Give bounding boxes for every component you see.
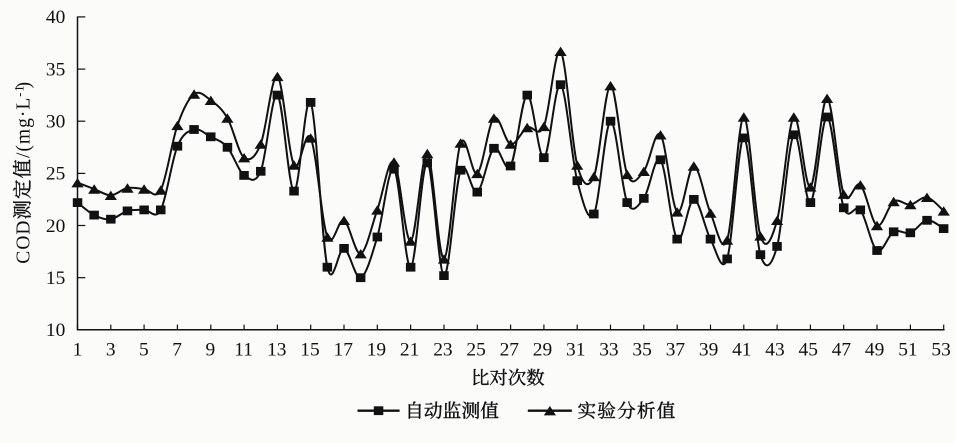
svg-text:30: 30 (46, 112, 65, 133)
svg-text:): ) (13, 81, 34, 89)
svg-text:11: 11 (234, 340, 253, 361)
svg-text:27: 27 (500, 340, 520, 361)
svg-text:1: 1 (73, 340, 83, 361)
svg-text:35: 35 (632, 340, 651, 361)
svg-text:15: 15 (46, 268, 65, 289)
svg-text:47: 47 (832, 340, 852, 361)
svg-text:20: 20 (46, 216, 65, 237)
svg-text:9: 9 (206, 340, 216, 361)
svg-text:51: 51 (898, 340, 917, 361)
svg-text:25: 25 (466, 340, 485, 361)
svg-text:45: 45 (799, 340, 818, 361)
svg-text:40: 40 (46, 7, 65, 28)
svg-text:10: 10 (46, 320, 65, 341)
svg-text:29: 29 (533, 340, 552, 361)
svg-text:23: 23 (433, 340, 452, 361)
svg-text:-1: -1 (12, 85, 26, 97)
svg-text:/(mg·L: /(mg·L (13, 97, 34, 158)
svg-text:37: 37 (666, 340, 686, 361)
svg-text:5: 5 (139, 340, 149, 361)
svg-text:43: 43 (765, 340, 784, 361)
svg-text:COD: COD (13, 220, 34, 264)
svg-text:7: 7 (172, 340, 182, 361)
svg-text:35: 35 (46, 59, 65, 80)
svg-text:17: 17 (334, 340, 354, 361)
svg-text:15: 15 (300, 340, 319, 361)
svg-text:3: 3 (106, 340, 116, 361)
svg-text:53: 53 (931, 340, 950, 361)
svg-text:25: 25 (46, 164, 65, 185)
svg-text:41: 41 (732, 340, 751, 361)
svg-text:31: 31 (566, 340, 585, 361)
svg-text:21: 21 (400, 340, 419, 361)
svg-text:19: 19 (367, 340, 386, 361)
svg-text:33: 33 (599, 340, 618, 361)
svg-text:49: 49 (865, 340, 884, 361)
svg-text:39: 39 (699, 340, 718, 361)
svg-text:13: 13 (267, 340, 286, 361)
